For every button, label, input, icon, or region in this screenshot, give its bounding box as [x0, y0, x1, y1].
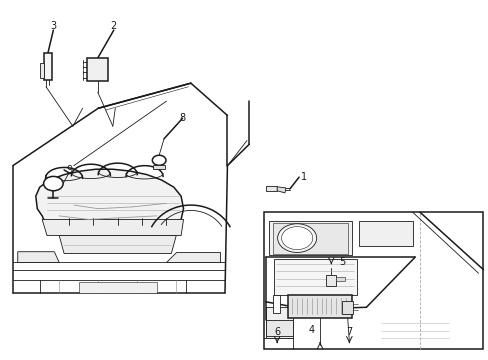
- Polygon shape: [277, 187, 285, 193]
- Polygon shape: [166, 252, 220, 262]
- Polygon shape: [42, 220, 183, 235]
- Polygon shape: [36, 169, 183, 226]
- Polygon shape: [153, 165, 164, 169]
- Polygon shape: [288, 295, 351, 318]
- Polygon shape: [264, 212, 483, 348]
- Polygon shape: [358, 221, 412, 246]
- Text: 5: 5: [338, 257, 345, 267]
- Polygon shape: [266, 307, 293, 338]
- Circle shape: [43, 176, 63, 191]
- Circle shape: [281, 226, 312, 249]
- Polygon shape: [18, 252, 59, 262]
- Text: 7: 7: [346, 327, 352, 337]
- Polygon shape: [87, 58, 108, 81]
- Polygon shape: [43, 53, 52, 80]
- Polygon shape: [266, 320, 293, 336]
- Text: 1: 1: [300, 172, 306, 182]
- Polygon shape: [40, 63, 43, 78]
- Text: 4: 4: [308, 325, 314, 335]
- Text: 6: 6: [274, 327, 280, 337]
- Text: 9: 9: [67, 165, 73, 175]
- Circle shape: [152, 155, 165, 165]
- Polygon shape: [268, 221, 351, 255]
- Polygon shape: [273, 259, 356, 295]
- Polygon shape: [272, 296, 279, 313]
- Polygon shape: [341, 301, 352, 314]
- Polygon shape: [59, 235, 176, 253]
- Text: 2: 2: [110, 21, 117, 31]
- Polygon shape: [272, 223, 347, 253]
- Text: 8: 8: [179, 113, 185, 123]
- Circle shape: [277, 224, 316, 252]
- Text: 3: 3: [50, 21, 56, 31]
- Polygon shape: [335, 277, 344, 282]
- Polygon shape: [79, 282, 157, 293]
- Polygon shape: [266, 186, 277, 192]
- Polygon shape: [326, 275, 335, 286]
